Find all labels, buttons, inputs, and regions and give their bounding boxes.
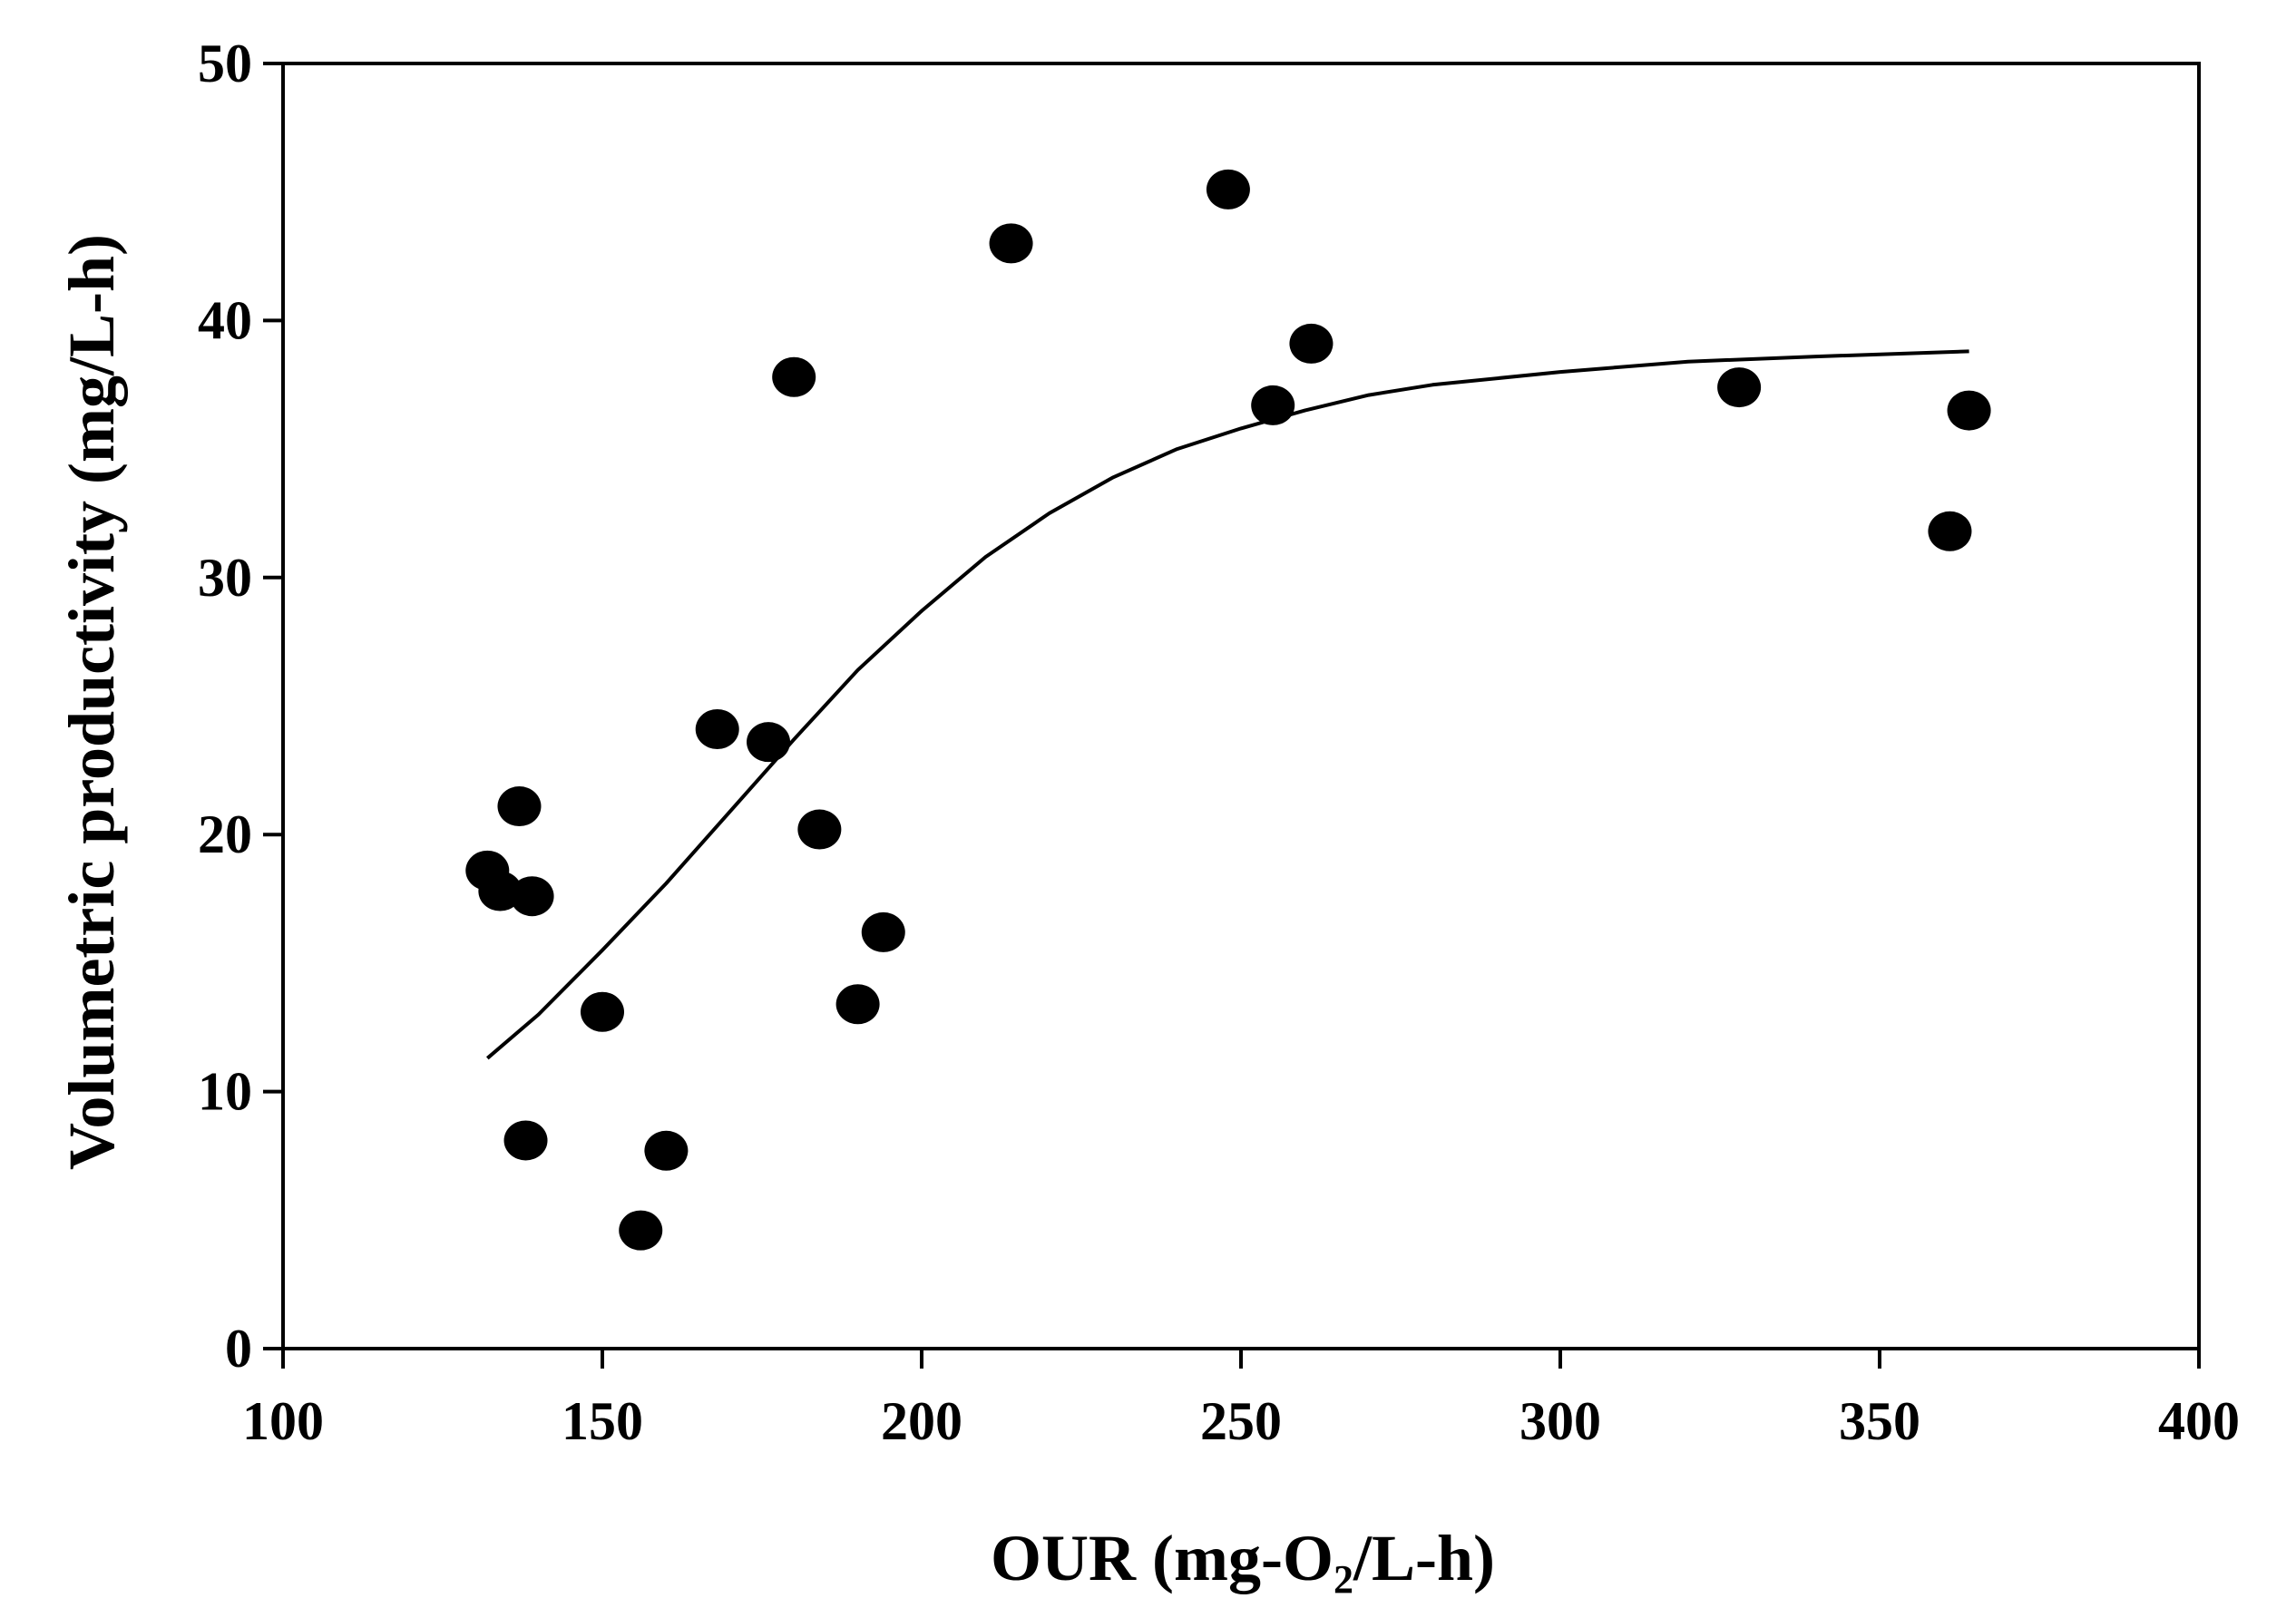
data-point — [1947, 390, 1991, 431]
data-point — [1206, 169, 1250, 210]
data-point — [619, 1210, 663, 1251]
y-axis-title: Volumetric productivity (mg/L-h) — [55, 234, 128, 1170]
y-tick-label: 0 — [225, 1319, 252, 1379]
x-axis-title: OUR (mg-O2/L-h) — [991, 1522, 1495, 1602]
data-point — [581, 991, 624, 1032]
x-tick-label: 400 — [2158, 1391, 2240, 1451]
fit-curve — [485, 349, 1969, 1060]
y-tick-label: 20 — [198, 804, 252, 864]
x-tick-label: 100 — [242, 1391, 324, 1451]
data-point — [1251, 385, 1295, 425]
data-point — [644, 1130, 689, 1171]
data-point — [861, 911, 905, 952]
data-point — [797, 809, 842, 850]
data-point — [510, 876, 554, 917]
fit-curve-layer — [485, 349, 1969, 1060]
data-point — [772, 356, 816, 397]
x-axis-title-subscript: 2 — [1334, 1557, 1353, 1602]
y-tick-label: 10 — [198, 1062, 252, 1122]
data-point — [835, 984, 880, 1025]
data-point — [497, 786, 542, 827]
y-tick-label: 50 — [198, 34, 252, 93]
x-axis-title-suffix: /L-h) — [1353, 1522, 1495, 1594]
data-point — [503, 1120, 548, 1161]
y-tick-label: 40 — [198, 290, 252, 350]
x-axis-ticks: 100 150 200 250 300 350 400 — [242, 1349, 2240, 1451]
data-point — [1289, 323, 1334, 364]
data-point — [1928, 511, 1972, 551]
x-tick-label: 150 — [562, 1391, 643, 1451]
plot-border — [281, 62, 2201, 1350]
data-point — [747, 722, 791, 763]
x-tick-label: 300 — [1519, 1391, 1601, 1451]
x-axis-title-main: OUR (mg-O — [991, 1522, 1334, 1594]
x-tick-label: 350 — [1839, 1391, 1920, 1451]
x-tick-label: 250 — [1200, 1391, 1282, 1451]
plot-frame — [281, 62, 2201, 1350]
data-point — [989, 223, 1033, 264]
x-tick-label: 200 — [881, 1391, 962, 1451]
y-tick-label: 30 — [198, 548, 252, 608]
data-point — [1717, 367, 1762, 408]
y-axis-ticks: 0 10 20 30 40 50 — [198, 34, 283, 1379]
data-points-layer — [465, 169, 1991, 1251]
data-point — [695, 709, 739, 750]
